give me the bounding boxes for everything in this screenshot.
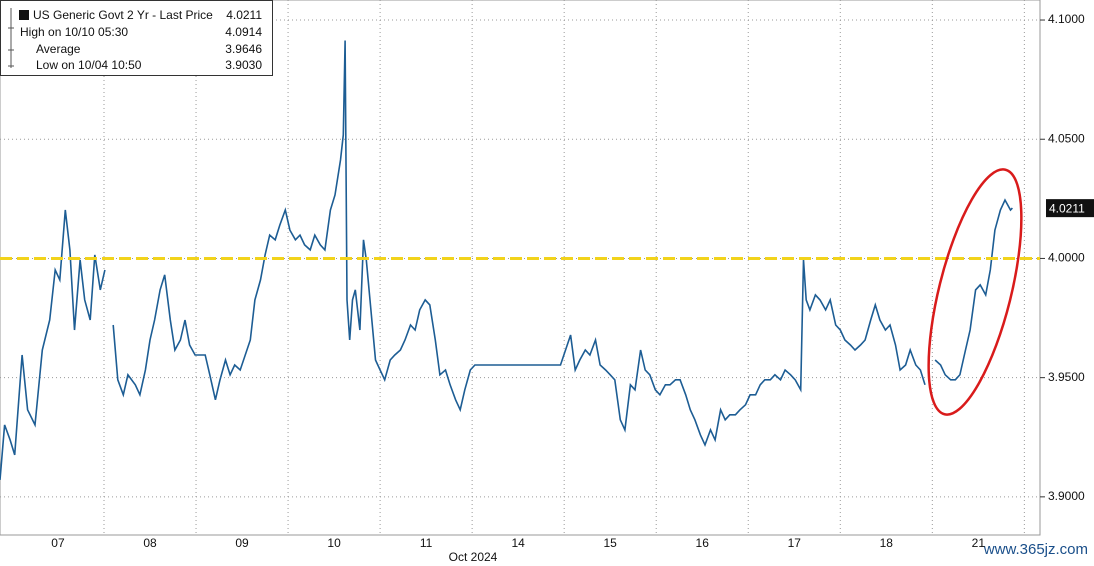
legend: US Generic Govt 2 Yr - Last Price 4.0211… [0,0,273,76]
y-tick-label: 3.9500 [1048,370,1085,384]
legend-swatch [19,10,29,20]
x-tick-label: 11 [420,536,433,550]
x-tick-label: 18 [880,536,894,550]
x-tick-label: 15 [604,536,618,550]
x-tick-label: 10 [327,536,341,550]
legend-label: Average [36,42,81,56]
x-axis-label: Oct 2024 [449,550,498,564]
y-tick-label: 4.0000 [1048,251,1085,265]
x-tick-label: 17 [788,536,802,550]
legend-icon [8,8,14,68]
legend-box [0,0,273,76]
legend-value: 4.0914 [225,25,262,39]
plot [0,40,1040,480]
x-tick-label: 09 [235,536,249,550]
legend-label: High on 10/10 05:30 [20,25,128,39]
legend-value: 4.0211 [226,8,262,22]
price-line [0,40,1013,480]
x-tick-label: 14 [511,536,525,550]
last-value-box [1046,199,1094,218]
legend-label: US Generic Govt 2 Yr - Last Price [33,8,213,22]
highlight-ellipse [927,168,1023,416]
y-tick-label: 3.9000 [1048,489,1085,503]
legend-value: 3.9030 [225,58,262,72]
x-tick-label: 21 [972,536,986,550]
x-tick-label: 07 [51,536,65,550]
watermark: www.365jz.com [983,541,1088,558]
last-value-label: 4.0211 [1049,201,1085,215]
x-tick-label: 08 [143,536,157,550]
y-tick-label: 4.0500 [1048,131,1085,145]
legend-value: 3.9646 [225,42,262,56]
y-tick-label: 4.1000 [1048,12,1085,26]
plot-area [0,0,1041,536]
x-tick-label: 16 [696,536,710,550]
legend-label: Low on 10/04 10:50 [36,58,142,72]
